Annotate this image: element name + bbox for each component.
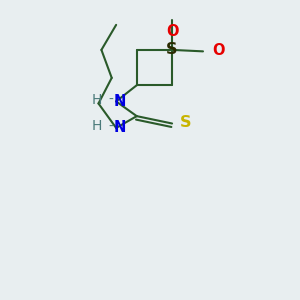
Text: N: N bbox=[113, 120, 126, 135]
Text: -: - bbox=[108, 93, 113, 107]
Text: H: H bbox=[92, 119, 102, 134]
Text: S: S bbox=[166, 42, 178, 57]
Text: O: O bbox=[166, 24, 178, 39]
Text: O: O bbox=[212, 43, 224, 58]
Text: N: N bbox=[113, 94, 126, 109]
Text: H: H bbox=[92, 93, 102, 107]
Text: -: - bbox=[108, 119, 113, 134]
Text: S: S bbox=[180, 115, 192, 130]
